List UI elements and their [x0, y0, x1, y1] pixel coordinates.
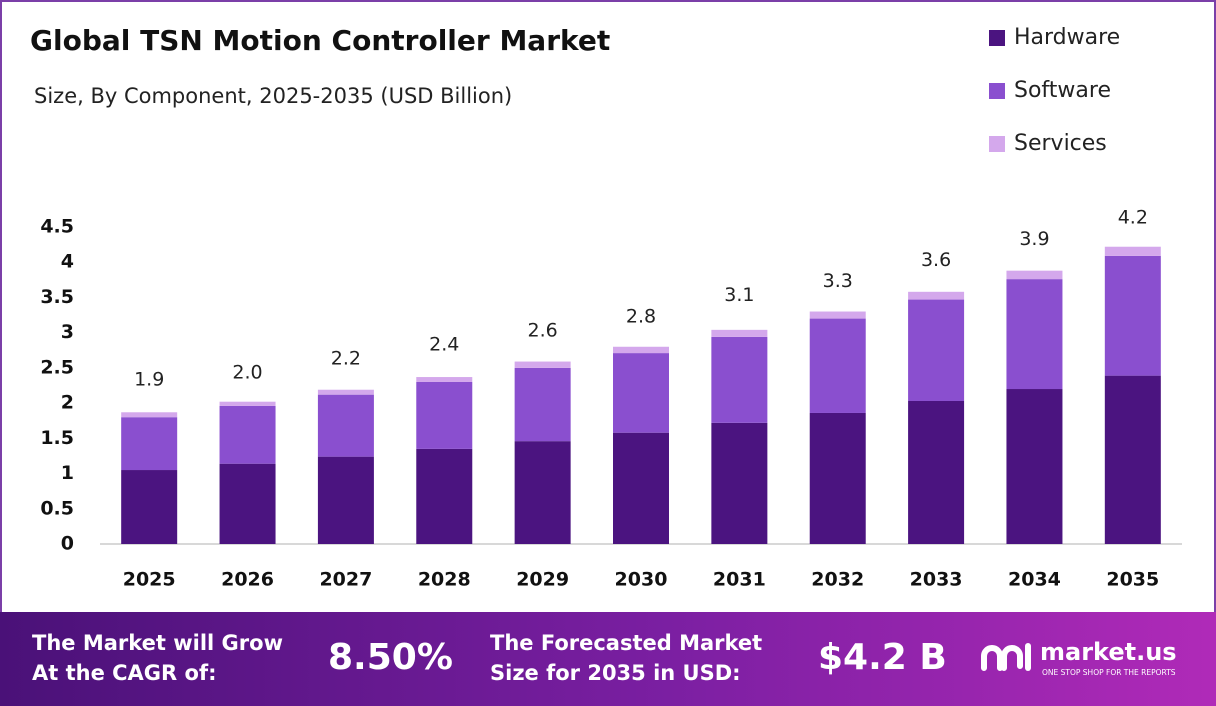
total-label: 3.1 [724, 284, 754, 306]
bar-segment [711, 422, 768, 544]
x-tick-label: 2032 [811, 569, 864, 591]
bar-segment [809, 318, 866, 413]
total-label: 2.6 [528, 319, 558, 341]
legend-swatch [989, 83, 1005, 99]
x-tick-label: 2030 [615, 569, 668, 591]
total-label: 2.8 [626, 305, 656, 327]
bar-segment [908, 291, 965, 300]
chart-title: Global TSN Motion Controller Market [30, 24, 610, 57]
y-tick-label: 1.5 [40, 427, 74, 449]
x-tick-label: 2034 [1008, 569, 1061, 591]
total-label: 2.4 [429, 333, 459, 355]
bar-segment [908, 299, 965, 401]
chart-subtitle: Size, By Component, 2025-2035 (USD Billi… [34, 84, 512, 108]
forecast-label: Size for 2035 in USD: [490, 661, 741, 685]
total-label: 2.2 [331, 348, 361, 370]
y-tick-label: 0 [61, 533, 74, 555]
y-tick-label: 4 [61, 251, 74, 273]
legend-label: Software [1014, 78, 1111, 103]
total-label: 3.3 [823, 270, 853, 292]
bar-segment [121, 470, 178, 544]
bar-segment [711, 329, 768, 337]
bar-segment [514, 441, 571, 544]
cagr-label: The Market will Grow [32, 631, 283, 655]
cagr-label: At the CAGR of: [32, 661, 217, 685]
y-tick-label: 3.5 [40, 286, 74, 308]
legend-label: Hardware [1014, 25, 1120, 50]
y-tick-label: 2 [61, 392, 74, 414]
total-label: 4.2 [1118, 207, 1148, 229]
bar-segment [219, 405, 276, 464]
x-tick-label: 2028 [418, 569, 471, 591]
x-tick-label: 2027 [319, 569, 372, 591]
x-tick-label: 2026 [221, 569, 274, 591]
x-tick-label: 2025 [123, 569, 176, 591]
forecast-label: The Forecasted Market [490, 631, 762, 655]
bar-segment [416, 448, 473, 544]
bar-segment [514, 361, 571, 368]
bar-segment [711, 336, 768, 423]
bar-segment [1006, 389, 1063, 544]
y-tick-label: 2.5 [40, 356, 74, 378]
bar-segment [317, 389, 374, 395]
x-tick-label: 2031 [713, 569, 766, 591]
x-tick-label: 2033 [910, 569, 963, 591]
x-tick-label: 2035 [1106, 569, 1159, 591]
bar-segment [121, 417, 178, 471]
forecast-value: $4.2 B [818, 637, 947, 678]
y-tick-label: 4.5 [40, 216, 74, 238]
bar-segment [219, 463, 276, 544]
y-tick-label: 1 [61, 462, 74, 484]
bar-segment [219, 401, 276, 406]
bar-segment [1006, 270, 1063, 280]
bar-segment [1104, 246, 1161, 256]
bar-segment [317, 394, 374, 457]
legend-swatch [989, 136, 1005, 152]
total-label: 1.9 [134, 369, 164, 391]
bar-segment [317, 456, 374, 544]
bar-segment [809, 412, 866, 544]
bar-segment [809, 311, 866, 319]
bar-segment [416, 377, 473, 382]
bar-segment [908, 400, 965, 544]
bar-segment [613, 346, 669, 354]
bar-segment [416, 381, 473, 449]
brand: market.us [1040, 638, 1177, 666]
total-label: 3.6 [921, 249, 951, 271]
legend-label: Services [1014, 131, 1107, 156]
logo-icon [981, 643, 1031, 671]
total-label: 2.0 [232, 362, 262, 384]
total-label: 3.9 [1019, 228, 1049, 250]
y-tick-label: 3 [61, 321, 74, 343]
bar-segment [1104, 255, 1161, 376]
bar-segment [121, 412, 178, 418]
x-tick-label: 2029 [516, 569, 569, 591]
cagr-value: 8.50% [328, 637, 453, 678]
footer-banner [0, 612, 1216, 706]
tagline: ONE STOP SHOP FOR THE REPORTS [1042, 668, 1176, 677]
bar-segment [613, 432, 669, 544]
y-tick-label: 0.5 [40, 497, 74, 519]
bar-segment [514, 367, 571, 442]
bar-segment [1104, 375, 1161, 544]
bar-segment [1006, 279, 1063, 390]
legend-swatch [989, 30, 1005, 46]
bar-segment [613, 353, 669, 433]
